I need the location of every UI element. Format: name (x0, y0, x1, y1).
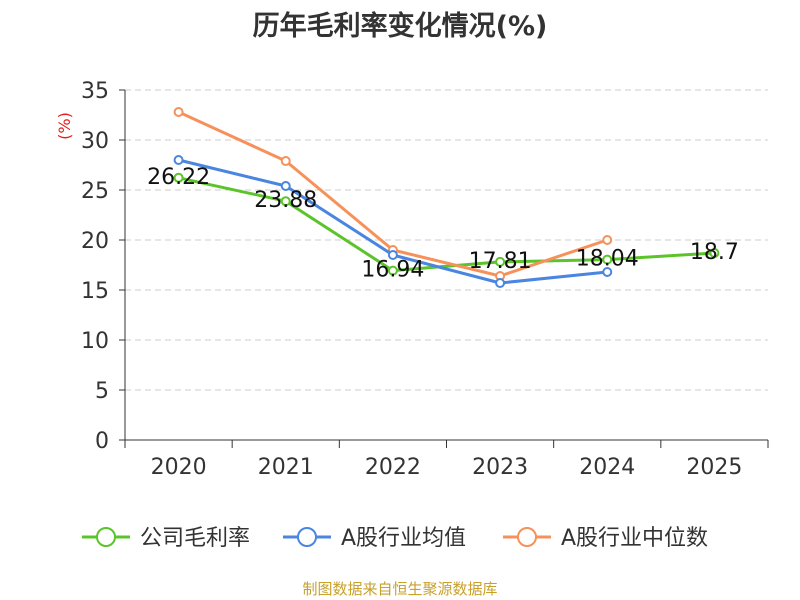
data-point[interactable] (495, 278, 506, 288)
data-label: 16.94 (361, 258, 424, 283)
data-point[interactable] (280, 196, 291, 207)
y-tick-label: 10 (81, 329, 109, 354)
x-tick-label: 2025 (686, 455, 742, 480)
data-point[interactable] (602, 235, 613, 245)
y-tick-label: 15 (81, 279, 109, 304)
y-tick-label: 0 (95, 429, 109, 454)
y-tick-label: 30 (81, 129, 109, 154)
legend[interactable]: 公司毛利率 A股行业均值 A股行业中位数 (82, 526, 708, 551)
data-point[interactable] (173, 172, 184, 183)
y-tick-label: 20 (81, 229, 109, 254)
footer-source-note: 制图数据来自恒生聚源数据库 (302, 580, 498, 598)
x-tick-label: 2022 (365, 455, 421, 480)
legend-label: A股行业均值 (341, 526, 466, 551)
label-layer: 26.22 23.88 16.94 17.81 18.04 18.7 (147, 165, 739, 283)
data-point[interactable] (602, 267, 613, 277)
series-line-0 (178, 176, 715, 273)
x-tick-label: 2023 (472, 455, 528, 480)
legend-marker (297, 527, 317, 547)
data-point[interactable] (602, 254, 613, 265)
legend-marker (517, 527, 537, 547)
data-point[interactable] (387, 265, 398, 276)
data-point[interactable] (495, 256, 506, 267)
data-point[interactable] (173, 107, 184, 117)
legend-marker (96, 527, 116, 547)
x-tick-label: 2021 (258, 455, 314, 480)
chart-title: 历年毛利率变化情况(%) (252, 11, 548, 42)
legend-item-1[interactable]: A股行业均值 (283, 526, 466, 551)
x-tick-label: 2024 (579, 455, 635, 480)
y-tick-label: 35 (81, 79, 109, 104)
legend-item-2[interactable]: A股行业中位数 (503, 526, 708, 551)
data-point[interactable] (709, 248, 720, 258)
data-label: 17.81 (469, 249, 532, 274)
data-label: 26.22 (147, 165, 210, 190)
legend-label: 公司毛利率 (140, 526, 250, 551)
legend-label: A股行业中位数 (561, 526, 708, 551)
data-label: 18.7 (690, 240, 739, 265)
data-point[interactable] (173, 155, 184, 165)
data-point[interactable] (387, 250, 398, 260)
y-axis-label: (%) (55, 112, 74, 140)
y-tick-label: 25 (81, 179, 109, 204)
series-layer (173, 107, 720, 288)
grid-layer (125, 89, 768, 391)
legend-item-0[interactable]: 公司毛利率 (82, 526, 250, 551)
y-tick-label: 5 (95, 379, 109, 404)
data-point[interactable] (280, 156, 291, 166)
data-point[interactable] (280, 181, 291, 191)
data-label: 23.88 (254, 188, 317, 213)
x-tick-label: 2020 (151, 455, 207, 480)
data-label: 18.04 (576, 247, 639, 272)
